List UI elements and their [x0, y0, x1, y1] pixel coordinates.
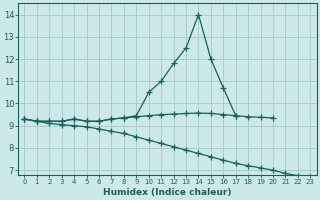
X-axis label: Humidex (Indice chaleur): Humidex (Indice chaleur) — [103, 188, 232, 197]
